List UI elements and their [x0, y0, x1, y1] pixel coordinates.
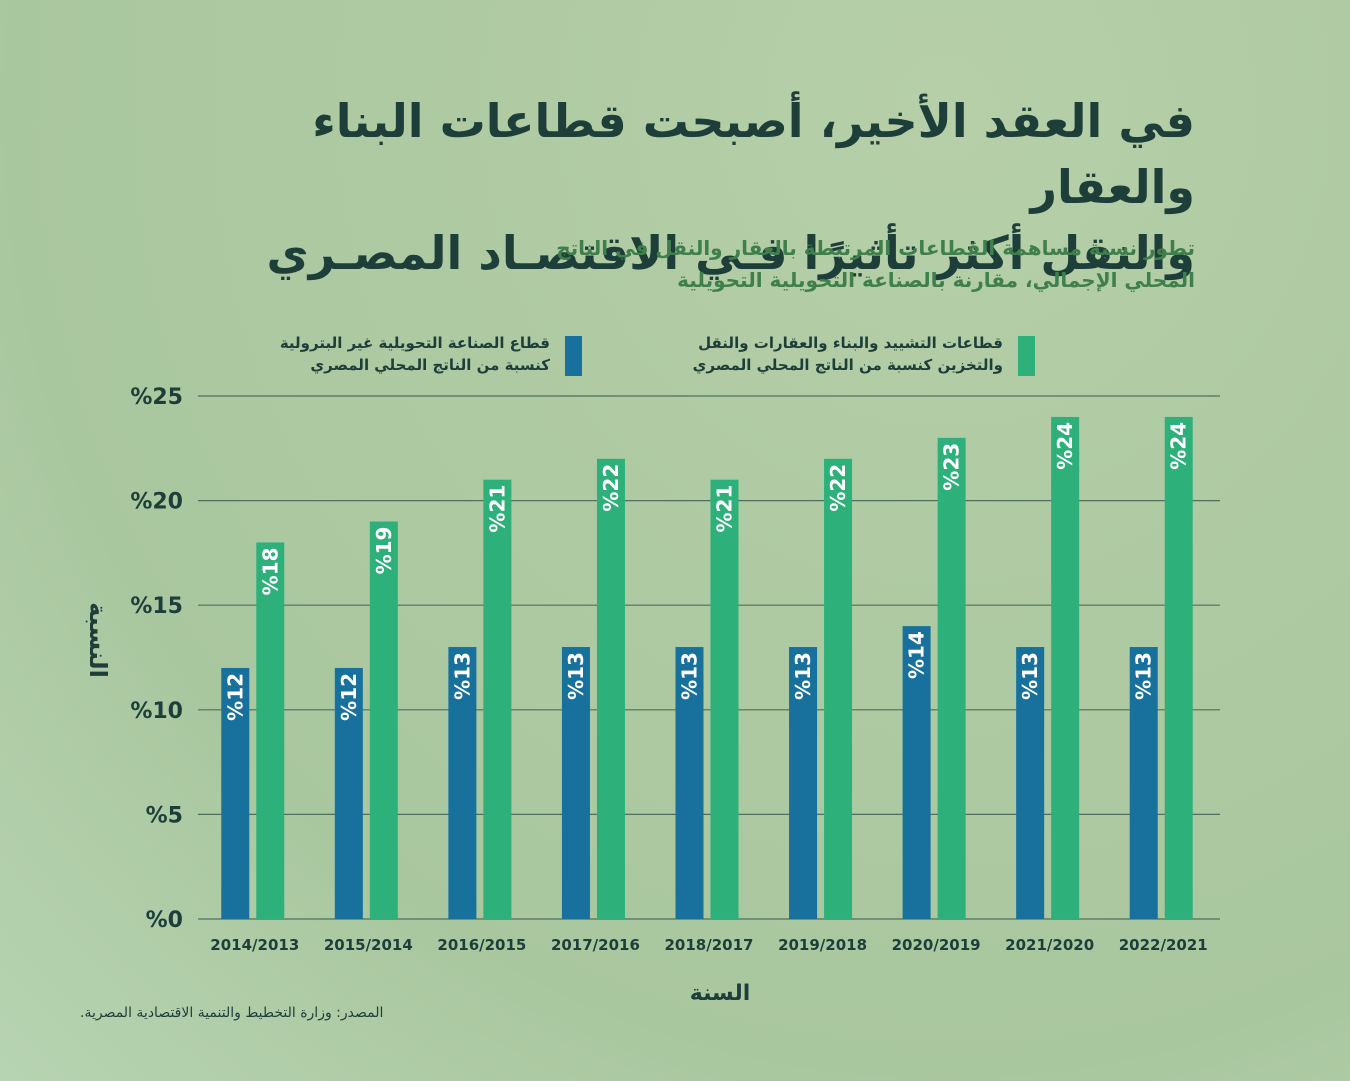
source-note: المصدر: وزارة التخطيط والتنمية الاقتصادي…	[80, 1005, 384, 1021]
bar-manufacturing	[334, 667, 363, 919]
bar-manufacturing	[1016, 647, 1045, 919]
x-tick-label: 2017/2016	[551, 936, 640, 954]
y-axis-label: النسبة	[84, 602, 112, 678]
legend-swatch-blue	[565, 336, 582, 376]
bar-manufacturing	[675, 647, 704, 919]
bar-construction	[256, 542, 285, 919]
data-label: %14	[905, 631, 929, 679]
bar-construction	[369, 521, 398, 919]
bar-construction	[710, 479, 739, 919]
data-label: %12	[337, 673, 361, 721]
data-label: %24	[1053, 422, 1077, 470]
x-tick-label: 2014/2013	[210, 936, 299, 954]
data-label: %12	[223, 673, 247, 721]
bar-manufacturing	[1129, 647, 1158, 919]
data-label: %21	[485, 485, 509, 533]
title-line-2: والنقل أكثر تأثيرًا فـي الاقتصـاد المصـر…	[266, 226, 1195, 280]
data-label: %23	[940, 443, 964, 491]
data-label: %13	[564, 652, 588, 700]
y-tick-label: %5	[146, 803, 183, 828]
data-label: %21	[713, 485, 737, 533]
x-tick-label: 2018/2017	[665, 936, 754, 954]
bar-construction	[596, 458, 625, 919]
x-tick-label: 2021/2020	[1005, 936, 1094, 954]
y-tick-label: %10	[130, 699, 183, 724]
data-label: %13	[678, 652, 702, 700]
data-label: %19	[372, 527, 396, 575]
title-line-1: في العقد الأخير، أصبحت قطاعات البناء وال…	[312, 94, 1195, 214]
x-tick-label: 2020/2019	[892, 936, 981, 954]
legend-swatch-green	[1018, 336, 1035, 376]
legend-label-construction: قطاعات التشييد والبناء والعقارات والنقل …	[692, 334, 1003, 374]
data-label: %13	[791, 652, 815, 700]
subtitle-line-2: المحلي الإجمالي، مقارنة بالصناعة التحويل…	[677, 268, 1195, 292]
legend-item-manufacturing: قطاع الصناعة التحويلية غير البترولية كنس…	[182, 334, 582, 376]
bar-manufacturing	[221, 667, 250, 919]
bar-construction	[1164, 416, 1193, 919]
data-label: %22	[599, 464, 623, 512]
bar-construction	[937, 437, 966, 919]
x-tick-label: 2016/2015	[437, 936, 526, 954]
subtitle-line-1: تطور نسبة مساهمة القطاعات المرتبطة بالعق…	[556, 236, 1195, 260]
bar-manufacturing	[789, 647, 818, 919]
x-tick-label: 2019/2018	[778, 936, 867, 954]
y-tick-label: %15	[130, 594, 183, 619]
data-label: %22	[826, 464, 850, 512]
bar-manufacturing	[902, 626, 931, 919]
chart-subtitle: تطور نسبة مساهمة القطاعات المرتبطة بالعق…	[295, 232, 1195, 296]
data-label: %24	[1167, 422, 1191, 470]
bar-manufacturing	[448, 647, 477, 919]
bar-construction	[483, 479, 512, 919]
legend-item-construction: قطاعات التشييد والبناء والعقارات والنقل …	[635, 334, 1035, 376]
data-label: %13	[1018, 652, 1042, 700]
data-label: %18	[258, 547, 282, 595]
x-axis-label: السنة	[690, 981, 751, 1006]
y-tick-label: %0	[146, 908, 183, 933]
bar-construction	[1051, 416, 1080, 919]
x-tick-label: 2022/2021	[1119, 936, 1208, 954]
data-label: %13	[450, 652, 474, 700]
bar-construction	[824, 458, 853, 919]
legend-label-manufacturing: قطاع الصناعة التحويلية غير البترولية كنس…	[279, 334, 550, 374]
bar-manufacturing	[561, 647, 590, 919]
data-label: %13	[1132, 652, 1156, 700]
x-tick-label: 2015/2014	[324, 936, 413, 954]
y-tick-label: %20	[130, 490, 183, 515]
y-tick-label: %25	[130, 385, 183, 410]
chart-title: في العقد الأخير، أصبحت قطاعات البناء وال…	[195, 88, 1195, 286]
